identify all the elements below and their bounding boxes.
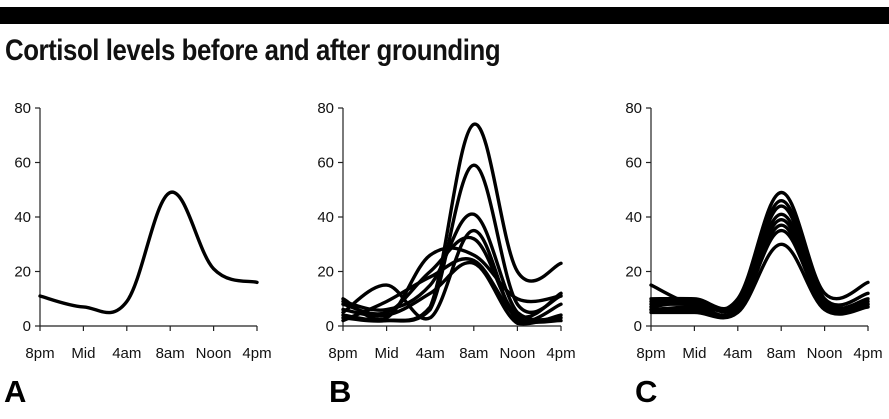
panel-C-y-tick-label: 20: [625, 264, 642, 281]
panel-B-label: B: [329, 374, 351, 409]
panel-A-y-tick-label: 20: [14, 264, 31, 281]
panel-C-x-tick-label: 4am: [723, 345, 752, 362]
panel-C-x-tick-label: 8pm: [636, 345, 665, 362]
panel-A-x-tick-label: Mid: [71, 345, 95, 362]
panel-B-y-tick-label: 80: [317, 100, 334, 117]
panel-C-x-tick-label: Noon: [807, 345, 843, 362]
panel-A-x-tick-label: Noon: [196, 345, 232, 362]
panel-A-label: A: [4, 374, 26, 409]
panel-C-x-tick-label: 4pm: [853, 345, 882, 362]
panel-B-x-tick-label: 8am: [459, 345, 488, 362]
panel-B-x-tick-label: Noon: [499, 345, 535, 362]
panel-B-x-tick-label: 4pm: [546, 345, 575, 362]
panel-A-x-tick-label: 8am: [156, 345, 185, 362]
panel-C-y-tick-label: 0: [634, 318, 642, 335]
panel-B-x-tick-label: 4am: [416, 345, 445, 362]
panel-C-y-tick-label: 40: [625, 209, 642, 226]
panel-C-series-line-2: [649, 198, 870, 311]
panel-B-y-tick-label: 60: [317, 155, 334, 172]
panel-C-series-line-7: [649, 228, 870, 318]
panel-B-series-line-8: [341, 260, 563, 326]
panel-A-x-tick-label: 4am: [112, 345, 141, 362]
panel-B-series-line-5: [341, 235, 563, 319]
panel-B-series-line-6: [341, 246, 563, 322]
panel-B-series-line-2: [341, 163, 563, 323]
panel-C-series-line-8: [649, 242, 870, 320]
panel-C-label: C: [635, 374, 657, 409]
panel-C-x-tick-label: 8am: [767, 345, 796, 362]
panel-B-y-tick-label: 40: [317, 209, 334, 226]
panel-A-series-line-1: [38, 190, 259, 315]
panel-C-y-tick-label: 60: [625, 155, 642, 172]
panel-B-series-line-3: [341, 212, 563, 322]
panel-A-y-tick-label: 0: [23, 318, 31, 335]
header-bar: [0, 7, 889, 24]
panel-B-x-tick-label: 8pm: [328, 345, 357, 362]
panel-A-y-tick-label: 60: [14, 155, 31, 172]
panel-A-y-tick-label: 80: [14, 100, 31, 117]
panel-C-series-line-5: [649, 217, 870, 314]
panel-A-y-tick-label: 40: [14, 209, 31, 226]
panel-C-y-tick-label: 80: [625, 100, 642, 117]
panel-B-y-tick-label: 0: [326, 318, 334, 335]
panel-B-series-line-7: [341, 257, 563, 324]
chart-title: Cortisol levels before and after groundi…: [5, 34, 501, 67]
panel-C-series-line-4: [649, 212, 870, 314]
panel-A-x-tick-label: 4pm: [242, 345, 271, 362]
panel-B-y-tick-label: 20: [317, 264, 334, 281]
panel-C-x-tick-label: Mid: [682, 345, 706, 362]
panel-A-x-tick-label: 8pm: [25, 345, 54, 362]
panel-B-x-tick-label: Mid: [375, 345, 399, 362]
